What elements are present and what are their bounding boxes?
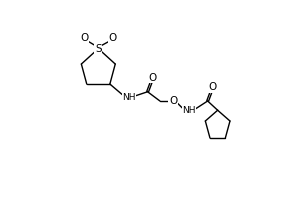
Text: O: O xyxy=(80,33,88,43)
Text: O: O xyxy=(169,96,177,106)
Text: O: O xyxy=(109,33,117,43)
Text: S: S xyxy=(95,44,102,54)
Text: O: O xyxy=(148,73,156,83)
Text: NH: NH xyxy=(182,106,196,115)
Text: O: O xyxy=(208,82,216,92)
Text: NH: NH xyxy=(122,93,136,102)
